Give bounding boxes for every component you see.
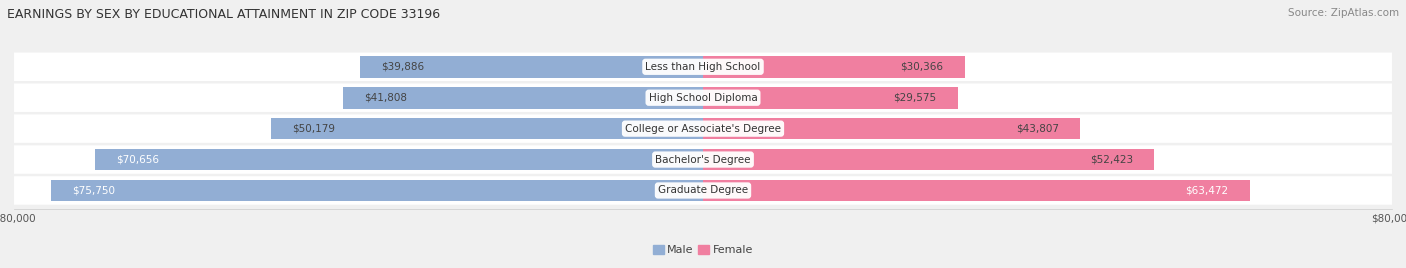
Text: $63,472: $63,472 — [1185, 185, 1227, 195]
Bar — [94, 149, 703, 170]
Bar — [360, 56, 703, 78]
Bar — [703, 118, 1080, 139]
Text: $29,575: $29,575 — [893, 93, 936, 103]
Bar — [51, 180, 703, 201]
Bar — [703, 87, 957, 109]
Text: $75,750: $75,750 — [72, 185, 115, 195]
Text: Less than High School: Less than High School — [645, 62, 761, 72]
FancyBboxPatch shape — [14, 114, 1392, 143]
Legend: Male, Female: Male, Female — [648, 241, 758, 260]
FancyBboxPatch shape — [14, 145, 1392, 174]
Text: High School Diploma: High School Diploma — [648, 93, 758, 103]
Text: $43,807: $43,807 — [1015, 124, 1059, 134]
FancyBboxPatch shape — [14, 176, 1392, 205]
Text: $41,808: $41,808 — [364, 93, 408, 103]
Text: $50,179: $50,179 — [292, 124, 336, 134]
FancyBboxPatch shape — [14, 53, 1392, 81]
Text: College or Associate's Degree: College or Associate's Degree — [626, 124, 780, 134]
Text: Bachelor's Degree: Bachelor's Degree — [655, 155, 751, 165]
Bar — [703, 149, 1154, 170]
Text: EARNINGS BY SEX BY EDUCATIONAL ATTAINMENT IN ZIP CODE 33196: EARNINGS BY SEX BY EDUCATIONAL ATTAINMEN… — [7, 8, 440, 21]
Bar — [343, 87, 703, 109]
Bar — [703, 56, 965, 78]
Bar — [271, 118, 703, 139]
Text: Source: ZipAtlas.com: Source: ZipAtlas.com — [1288, 8, 1399, 18]
Text: $39,886: $39,886 — [381, 62, 425, 72]
FancyBboxPatch shape — [14, 84, 1392, 112]
Text: $70,656: $70,656 — [117, 155, 159, 165]
Text: Graduate Degree: Graduate Degree — [658, 185, 748, 195]
Text: $52,423: $52,423 — [1090, 155, 1133, 165]
Bar — [703, 180, 1250, 201]
Text: $30,366: $30,366 — [900, 62, 943, 72]
